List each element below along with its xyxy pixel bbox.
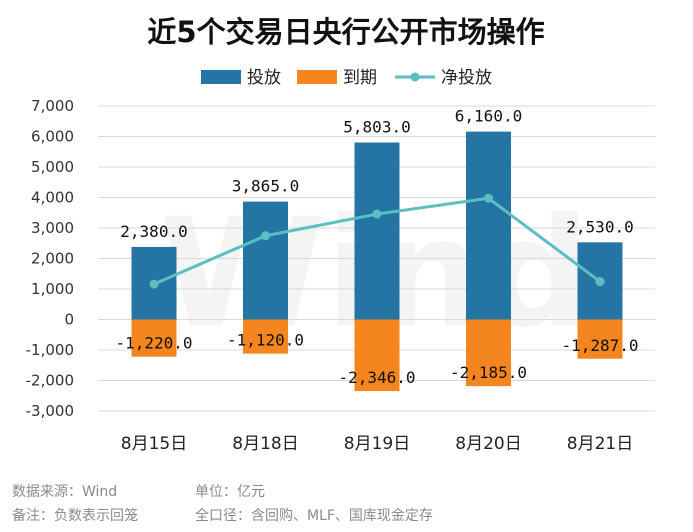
y-tick-label: 2,000 [31, 250, 74, 268]
legend-label-net: 净投放 [441, 68, 492, 88]
y-tick-label: 5,000 [31, 158, 74, 176]
legend: 投放 到期 净投放 [201, 68, 492, 88]
remark-note: 备注：负数表示回笼 [12, 507, 138, 524]
data-label-mature: -1,220.0 [115, 334, 192, 353]
unit-note: 单位：亿元 [195, 484, 265, 500]
legend-marker-net [410, 72, 420, 82]
x-axis: 8月15日 8月18日 8月19日 8月20日 8月21日 [121, 434, 633, 454]
data-label-invest: 2,530.0 [566, 217, 633, 236]
x-tick-label: 8月15日 [121, 434, 187, 454]
y-tick-label: -2,000 [26, 372, 74, 390]
y-axis: 7,000 6,000 5,000 4,000 3,000 2,000 1,000 0 -1,0… [26, 97, 74, 420]
legend-swatch-mature [297, 70, 337, 84]
data-label-invest: 3,865.0 [232, 177, 299, 196]
net-point [149, 279, 159, 289]
bar-invest [354, 142, 400, 320]
y-tick-label: 3,000 [31, 219, 74, 237]
bar-mature [466, 319, 511, 387]
y-tick-label: 4,000 [31, 189, 74, 207]
data-label-mature: -1,120.0 [227, 331, 304, 350]
y-tick-label: 7,000 [31, 97, 74, 115]
bar-mature [243, 319, 288, 354]
data-label-invest: 2,380.0 [120, 222, 187, 241]
x-tick-label: 8月19日 [344, 434, 410, 454]
legend-label-mature: 到期 [343, 68, 377, 88]
bar-mature [577, 319, 623, 359]
net-series [149, 193, 605, 289]
source-note: 数据来源：Wind [12, 484, 117, 500]
data-label-mature: -1,287.0 [561, 336, 638, 355]
legend-label-invest: 投放 [247, 68, 281, 88]
net-point [261, 231, 270, 241]
x-tick-label: 8月18日 [232, 434, 298, 454]
caliber-note: 全口径：含回购、MLF、国库现金定存 [195, 507, 433, 524]
bar-mature [354, 319, 400, 392]
net-point [595, 277, 605, 287]
bar-invest [466, 131, 511, 320]
legend-swatch-invest [201, 70, 241, 84]
data-labels: 2,380.0 -1,220.0 3,865.0 -1,120.0 5,803.0 -2,… [115, 107, 638, 387]
y-tick-label: 1,000 [31, 280, 74, 298]
x-tick-label: 8月21日 [567, 434, 633, 454]
net-point [484, 193, 493, 203]
bar-mature [131, 319, 177, 357]
y-tick-label: -1,000 [26, 341, 74, 359]
bar-invest [243, 201, 288, 320]
y-tick-label: 0 [64, 311, 74, 329]
net-point [372, 209, 382, 219]
x-tick-label: 8月20日 [455, 434, 521, 454]
data-label-invest: 6,160.0 [455, 107, 522, 126]
data-label-invest: 5,803.0 [343, 118, 410, 137]
data-label-mature: -2,346.0 [338, 368, 415, 387]
chart-title: 近5个交易日央行公开市场操作 [147, 15, 544, 49]
y-tick-label: -3,000 [26, 402, 74, 420]
bars [131, 131, 623, 392]
y-tick-label: 6,000 [31, 128, 74, 146]
data-label-mature: -2,185.0 [450, 363, 527, 382]
